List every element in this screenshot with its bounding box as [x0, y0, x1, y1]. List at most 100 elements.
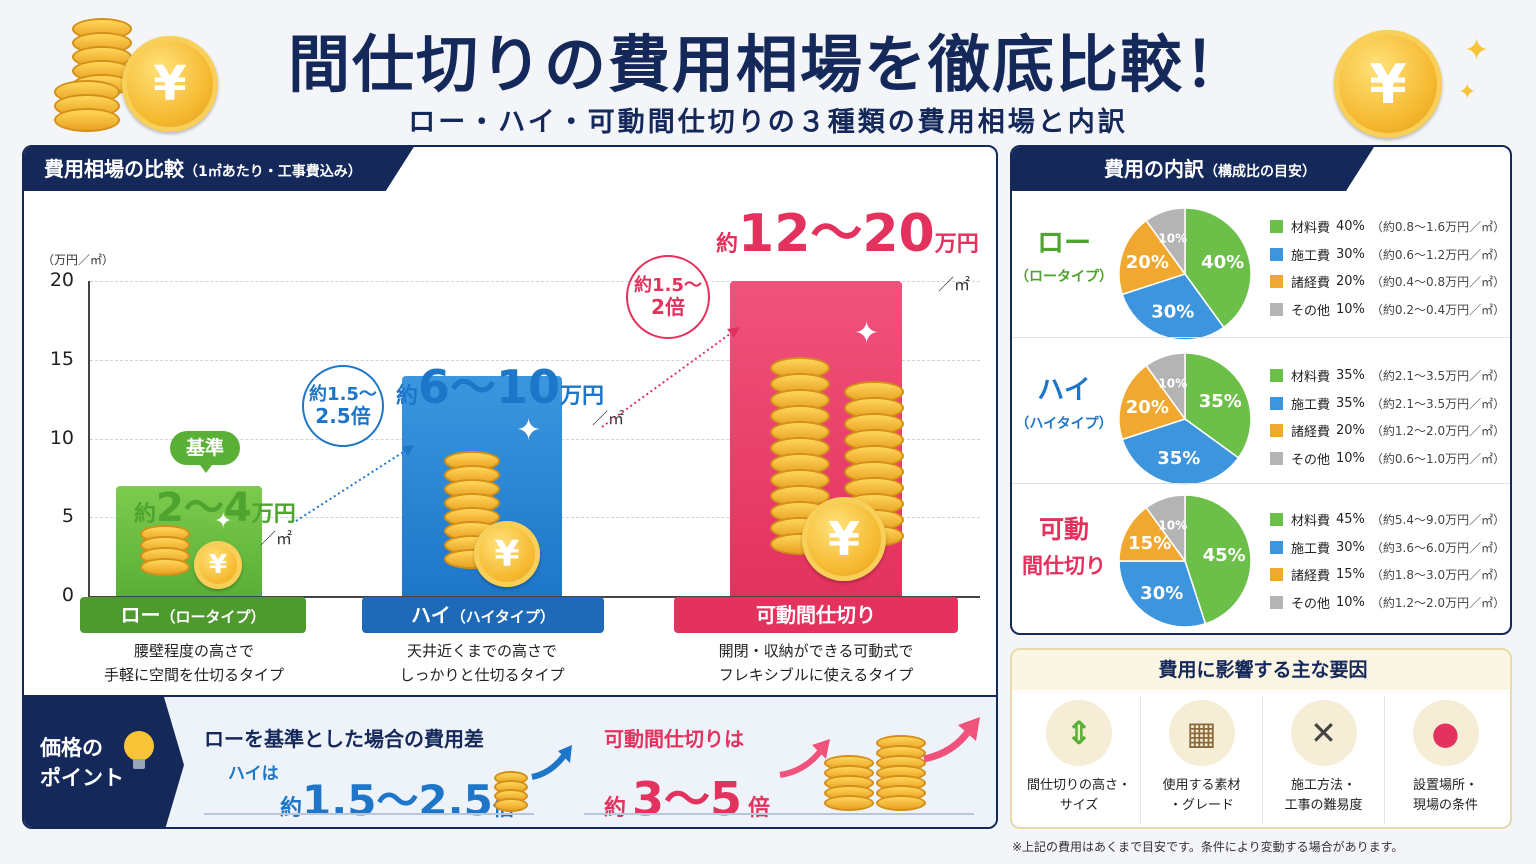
y-tick-label: 5 [61, 505, 74, 528]
legend-percent: 35% [1336, 395, 1365, 411]
breakdown-row-low: ロー （ロータイプ） 40% 30% 20% 10% 材料費 40% （約0.8～1.6万円… [1012, 191, 1510, 341]
coin-stack-icon [140, 525, 190, 585]
sparkle-icon: ✦ [1464, 33, 1490, 68]
legend-percent: 35% [1336, 368, 1365, 384]
pie-slice [1145, 352, 1186, 422]
lightbulb-icon [124, 731, 154, 769]
legend-range: （約1.2～2.0万円／㎡） [1370, 424, 1506, 439]
pie-chart-low: 40% 30% 20% 10% [1118, 207, 1252, 341]
tools-icon: ✕ [1290, 700, 1357, 766]
legend-swatch [1270, 247, 1283, 261]
pie-slice-label: 45% [1203, 545, 1246, 566]
pie-slice [1184, 207, 1252, 329]
legend-swatch [1270, 369, 1283, 383]
breakdown-name-low: ロー （ロータイプ） [1015, 228, 1113, 285]
category-label-movable: 可動間仕切り [674, 597, 958, 633]
legend-item: その他 10% （約0.2～0.4万円／㎡） [1270, 296, 1510, 324]
coin-stack-icon [876, 735, 926, 815]
y-tick-label: 20 [49, 269, 74, 291]
legend-percent: 30% [1336, 539, 1365, 555]
legend-percent: 10% [1336, 594, 1365, 610]
multiplier-badge-high: 約1.5～ 2.5倍 [302, 365, 384, 447]
pie-slice-label: 35% [1157, 448, 1200, 469]
factor-height-size: ⇕ 間仕切りの高さ・ サイズ [1018, 696, 1140, 824]
price-label-low: 約2～4万円 [134, 485, 296, 531]
category-label-low: ロー（ロータイプ） [80, 597, 306, 633]
legend-range: （約0.6～1.2万円／㎡） [1370, 247, 1506, 262]
pie-slice-label: 20% [1126, 397, 1169, 418]
pie-slice [1118, 364, 1187, 441]
sparkle-icon: ✦ [1458, 80, 1477, 105]
y-axis-unit: （万円／㎡） [42, 253, 115, 267]
legend-label: 材料費 [1291, 370, 1331, 386]
y-axis [88, 281, 90, 599]
price-label-high: 約6～10万円 [396, 360, 605, 414]
legend-range: （約2.1～3.5万円／㎡） [1370, 369, 1506, 384]
legend-range: （約0.8～1.6万円／㎡） [1370, 220, 1506, 235]
sparkle-icon: ✦ [214, 509, 233, 534]
y-tick-label: 0 [61, 584, 74, 606]
cost-breakdown-panel: 費用の内訳（構成比の目安） ロー （ロータイプ） 40% 30% 20% 10% 材料費… [1010, 145, 1512, 635]
legend-percent: 10% [1336, 301, 1365, 317]
breakdown-row-high: ハイ （ハイタイプ） 35% 35% 20% 10% 材料費 35% （約2.1～3.5万円… [1012, 337, 1510, 486]
points-high-label: ハイは [228, 764, 279, 784]
yen-coin-icon: ¥ [122, 36, 218, 132]
legend-percent: 10% [1336, 450, 1365, 466]
y-tick-label: 15 [49, 347, 74, 370]
legend-label: その他 [1291, 596, 1331, 612]
legend-item: 諸経費 20% （約0.4～0.8万円／㎡） [1270, 268, 1510, 296]
unit-per-m2: ／㎡ [938, 275, 971, 294]
legend-item: 諸経費 15% （約1.8～3.0万円／㎡） [1270, 561, 1510, 589]
legend-percent: 40% [1336, 219, 1365, 235]
cost-factors-panel: 費用に影響する主な要因 ⇕ 間仕切りの高さ・ サイズ ▦ 使用する素材 ・グレード … [1010, 648, 1512, 829]
legend-percent: 20% [1336, 423, 1365, 439]
pie-slice-label: 10% [1158, 376, 1187, 390]
legend-label: その他 [1291, 452, 1331, 468]
map-pin-icon: ● [1412, 700, 1479, 766]
gridline [90, 281, 980, 282]
legend-label: その他 [1291, 303, 1331, 319]
page-title: 間仕切りの費用相場を徹底比較！ [287, 28, 1248, 101]
underline [204, 813, 534, 815]
legend-label: 諸経費 [1291, 425, 1331, 441]
legend-range: （約0.6～1.0万円／㎡） [1370, 451, 1506, 466]
legend-item: その他 10% （約1.2～2.0万円／㎡） [1270, 589, 1510, 617]
factor-construction-method: ✕ 施工方法・ 工事の難易度 [1262, 696, 1384, 824]
legend-label: 材料費 [1291, 221, 1331, 237]
baseline-badge: 基準 [170, 431, 240, 473]
legend-label: 施工費 [1291, 397, 1331, 413]
legend-high: 材料費 35% （約2.1～3.5万円／㎡） 施工費 35% （約2.1～3.5万円／㎡）… [1270, 362, 1510, 472]
legend-item: 材料費 45% （約5.4～9.0万円／㎡） [1270, 506, 1510, 534]
yen-coin-icon: ¥ [474, 521, 540, 587]
up-arrow-icon [779, 739, 830, 778]
pie-slice [1118, 560, 1207, 628]
pie-slice-label: 20% [1126, 252, 1169, 273]
up-arrow-icon [923, 717, 980, 763]
breakdown-name-high: ハイ （ハイタイプ） [1015, 375, 1113, 432]
pie-slice-label: 30% [1151, 302, 1194, 323]
legend-swatch [1270, 396, 1283, 410]
points-high-value: 約1.5～2.5倍 [280, 776, 515, 825]
legend-swatch [1270, 568, 1283, 582]
legend-swatch [1270, 513, 1283, 527]
legend-label: 諸経費 [1291, 569, 1331, 585]
coin-stack-icon [54, 80, 120, 132]
pie-slice-label: 15% [1128, 533, 1171, 554]
legend-swatch [1270, 424, 1283, 438]
material-grid-icon: ▦ [1168, 700, 1235, 766]
growth-arrows [295, 327, 740, 522]
legend-range: （約1.8～3.0万円／㎡） [1370, 568, 1506, 583]
sparkle-icon: ✦ [854, 316, 880, 351]
breakdown-row-movable: 可動 間仕切り 45% 30% 15% 10% 材料費 45% （約5.4～9.0万円／㎡）… [1012, 483, 1510, 629]
pie-slice [1121, 273, 1225, 341]
legend-item: 施工費 30% （約3.6～6.0万円／㎡） [1270, 534, 1510, 562]
legend-item: 施工費 30% （約0.6～1.2万円／㎡） [1270, 241, 1510, 269]
yen-coin-icon: ¥ [1334, 30, 1442, 138]
yen-coin-icon: ¥ [802, 497, 886, 581]
points-head-diff: ローを基準とした場合の費用差 [204, 727, 484, 751]
points-movable-value: 約 3～5 倍 [604, 772, 771, 826]
coin-stack-icon [824, 755, 874, 815]
pie-slice [1145, 494, 1186, 564]
pie-slice-label: 10% [1158, 518, 1187, 532]
breakdown-tab-title: 費用の内訳（構成比の目安） [1012, 147, 1374, 191]
